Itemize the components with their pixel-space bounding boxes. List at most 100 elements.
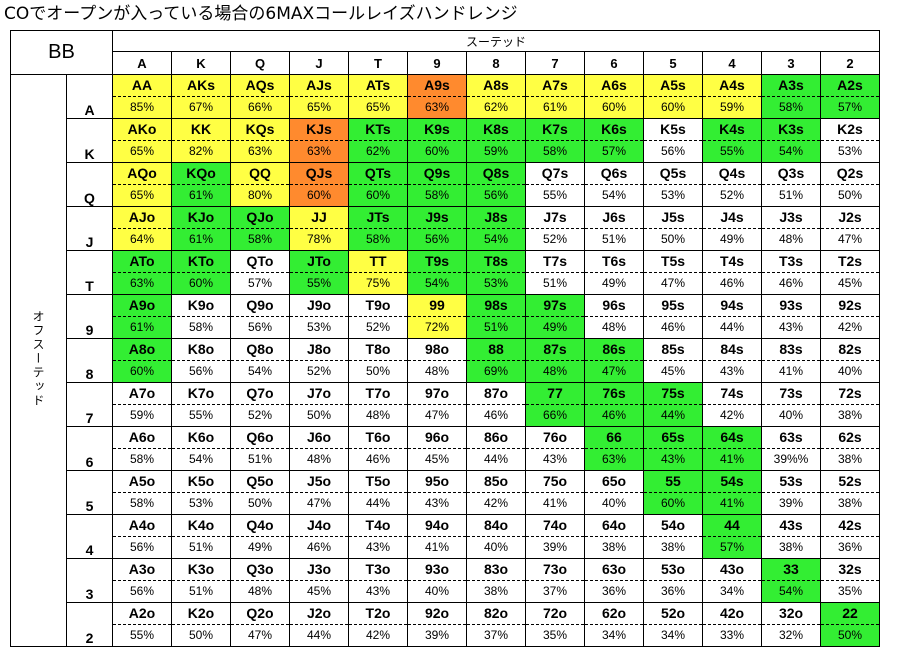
hand-percentage: 56% (188, 364, 214, 378)
hand-label: K6o (172, 427, 230, 449)
hand-cell: A8o 60% (112, 338, 172, 383)
hand-cell: Q7o 52% (230, 382, 290, 427)
hand-cell: J2o 44% (289, 602, 349, 647)
hand-cell: 42s 36% (820, 514, 880, 559)
hand-cell: KTo 60% (171, 250, 231, 295)
hand-percentage: 45% (306, 584, 332, 598)
row-header: 2 (66, 602, 113, 647)
hand-cell: 96s 48% (584, 294, 644, 339)
hand-cell: Q9o 56% (230, 294, 290, 339)
hand-percentage: 33% (719, 628, 745, 642)
hand-label: 64o (585, 515, 643, 537)
hand-percentage: 56% (660, 144, 686, 158)
hand-percentage: 46% (778, 276, 804, 290)
hand-cell: T2o 42% (348, 602, 408, 647)
hand-percentage: 48% (778, 232, 804, 246)
hand-cell: 52o 34% (643, 602, 703, 647)
hand-percentage: 60% (188, 276, 214, 290)
hand-cell: 85s 45% (643, 338, 703, 383)
hand-label: 92o (408, 603, 466, 625)
hand-label: T4s (703, 251, 761, 273)
hand-label: A5s (644, 75, 702, 97)
hand-cell: 85o 42% (466, 470, 526, 515)
hand-label: A8o (113, 339, 171, 361)
hand-percentage: 48% (247, 584, 273, 598)
page-title: COでオープンが入っている場合の6MAXコールレイズハンドレンジ (4, 4, 518, 24)
hand-percentage: 51% (542, 276, 568, 290)
hand-cell: 64s 41% (702, 426, 762, 471)
table-row: K AKo 65% KK 82% KQs 63% KJs 63% KTs 62% K9s 60% K8s 5… (11, 118, 880, 163)
hand-percentage: 38% (837, 408, 863, 422)
hand-percentage: 38% (837, 452, 863, 466)
hand-cell: 55 60% (643, 470, 703, 515)
hand-percentage: 53% (483, 276, 509, 290)
hand-percentage: 55% (306, 276, 332, 290)
hand-cell: AA 85% (112, 74, 172, 119)
hand-label: 85s (644, 339, 702, 361)
hand-percentage: 58% (424, 188, 450, 202)
hand-percentage: 42% (483, 496, 509, 510)
hand-label: 42o (703, 603, 761, 625)
hand-cell: J7o 50% (289, 382, 349, 427)
hand-percentage: 65% (365, 100, 391, 114)
hand-label: A3s (762, 75, 820, 97)
hand-percentage: 61% (542, 100, 568, 114)
hand-percentage: 85% (129, 100, 155, 114)
hand-label: A2s (821, 75, 879, 97)
hand-label: 99 (408, 295, 466, 317)
hand-cell: Q5s 53% (643, 162, 703, 207)
hand-percentage: 52% (306, 364, 332, 378)
hand-label: J7s (526, 207, 584, 229)
hand-label: Q5o (231, 471, 289, 493)
hand-percentage: 65% (129, 188, 155, 202)
hand-cell: K6o 54% (171, 426, 231, 471)
hand-cell: J4o 46% (289, 514, 349, 559)
hand-percentage: 46% (660, 320, 686, 334)
hand-label: K5o (172, 471, 230, 493)
hand-cell: 87o 46% (466, 382, 526, 427)
hand-cell: Q3o 48% (230, 558, 290, 603)
hand-cell: 84o 40% (466, 514, 526, 559)
hand-percentage: 40% (778, 408, 804, 422)
hand-cell: Q4s 52% (702, 162, 762, 207)
hand-cell: ATs 65% (348, 74, 408, 119)
hand-label: J7o (290, 383, 348, 405)
hand-cell: KJo 61% (171, 206, 231, 251)
hand-label: 86s (585, 339, 643, 361)
hand-cell: 95s 46% (643, 294, 703, 339)
hand-percentage: 66% (542, 408, 568, 422)
hand-cell: 62o 34% (584, 602, 644, 647)
hand-cell: A6s 60% (584, 74, 644, 119)
hand-label: K3o (172, 559, 230, 581)
hand-label: Q6o (231, 427, 289, 449)
table-row: 5 A5o 58% K5o 53% Q5o 50% J5o 47% T5o 44% 95o 43% 85o… (11, 470, 880, 515)
hand-cell: 54o 38% (643, 514, 703, 559)
hand-cell: 44 57% (702, 514, 762, 559)
hand-percentage: 48% (542, 364, 568, 378)
hand-label: A4s (703, 75, 761, 97)
hand-percentage: 61% (188, 188, 214, 202)
hand-cell: 84s 43% (702, 338, 762, 383)
hand-percentage: 58% (542, 144, 568, 158)
hand-label: 98s (467, 295, 525, 317)
corner-label-bb: BB (10, 30, 113, 75)
table-row: 3 A3o 56% K3o 51% Q3o 48% J3o 45% T3o 43% 93o 40% 83o… (11, 558, 880, 603)
hand-label: T7s (526, 251, 584, 273)
hand-cell: A6o 58% (112, 426, 172, 471)
hand-cell: 52s 38% (820, 470, 880, 515)
row-header: 3 (66, 558, 113, 603)
hand-percentage: 43% (542, 452, 568, 466)
hand-percentage: 50% (660, 232, 686, 246)
hand-percentage: 54% (188, 452, 214, 466)
hand-label: 87o (467, 383, 525, 405)
hand-percentage: 47% (601, 364, 627, 378)
hand-label: 22 (821, 603, 879, 625)
hand-label: T4o (349, 515, 407, 537)
hand-label: 33 (762, 559, 820, 581)
hand-cell: AQs 66% (230, 74, 290, 119)
hand-label: 54s (703, 471, 761, 493)
column-header: 8 (466, 51, 526, 75)
hand-percentage: 50% (188, 628, 214, 642)
hand-label: QQ (231, 163, 289, 185)
hand-percentage: 59% (719, 100, 745, 114)
